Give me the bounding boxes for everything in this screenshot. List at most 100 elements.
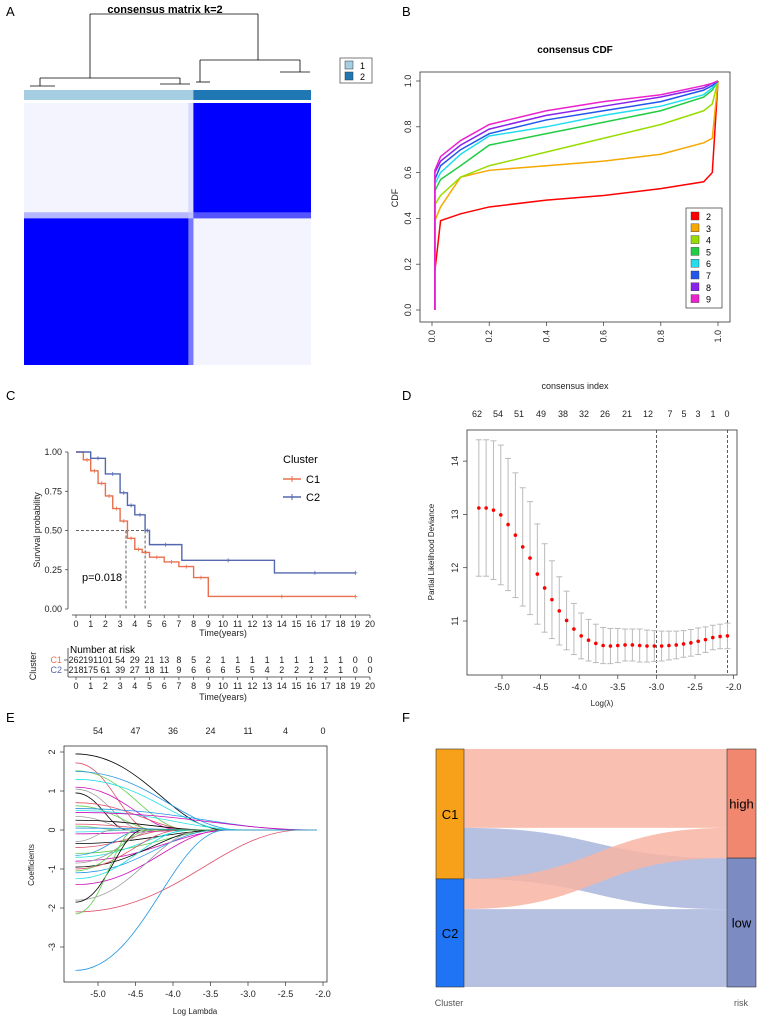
cdf-legend: 2 3 45 6 7 8 9 (690, 211, 711, 305)
risk-cell: 262 (68, 655, 83, 665)
km-xtick-label: 0 (73, 619, 78, 629)
risk-cell: 5 (191, 655, 196, 665)
cv-ytick-label: 11 (450, 616, 460, 625)
cv-point (725, 634, 730, 638)
km-xtick-label: 18 (336, 619, 346, 629)
censor-mark (85, 457, 90, 462)
km-xtick-label: 9 (206, 619, 211, 629)
risk-cell: 6 (206, 665, 211, 675)
consensus-matrix-panel: consensus matrix k=2 1 2 (24, 4, 373, 365)
sankey-node-c1 (435, 748, 465, 880)
cv-point (535, 572, 540, 576)
risk-xtick-label: 3 (118, 681, 123, 691)
cv-point (557, 609, 562, 613)
risk-xtick-label: 14 (277, 681, 287, 691)
heatmap-block-cluster-2 (193, 103, 311, 219)
risk-xtick-label: 20 (365, 681, 375, 691)
risk-cell: 0 (353, 655, 358, 665)
cdf-ytick-label: 0.2 (403, 258, 413, 271)
cv-point (659, 644, 664, 648)
km-xtick-label: 4 (132, 619, 137, 629)
risk-cell: 0 (353, 665, 358, 675)
cdf-ytick-label: 0.4 (403, 212, 413, 225)
cv-point (711, 635, 715, 640)
cv-point (491, 508, 496, 512)
coef-path (75, 771, 317, 831)
risk-cell: 9 (176, 665, 181, 675)
risk-xtick-label: 8 (191, 681, 196, 691)
km-xtick-label: 17 (321, 619, 331, 629)
risk-xtick-label: 17 (321, 681, 331, 691)
cdf-frame (419, 71, 731, 323)
risk-xtick-label: 11 (233, 681, 242, 691)
panel-label-c: C (6, 388, 15, 403)
heatmap-mixed-column (188, 103, 194, 365)
legend-label-2: 2 (360, 72, 365, 82)
risk-cell: 1 (338, 665, 343, 675)
km-xtick-label: 14 (277, 619, 287, 629)
risk-xtick-label: 6 (162, 681, 167, 691)
cdf-ytick-label: 0.6 (403, 166, 413, 179)
km-xtick-label: 19 (350, 619, 360, 629)
legend-label-1: 1 (360, 61, 365, 71)
risk-xtick-label: 10 (218, 681, 228, 691)
km-ytick-label: 0.50 (44, 526, 62, 536)
cv-point (667, 643, 671, 648)
km-xtick-label: 7 (176, 619, 181, 629)
risk-cell: 2 (294, 665, 299, 675)
km-xtick-label: 15 (291, 619, 301, 629)
censor-mark (226, 558, 231, 563)
coef-path (75, 829, 317, 880)
censor-mark (121, 490, 126, 495)
cdf-ytick-label: 1.0 (403, 75, 413, 88)
coef-path (75, 829, 317, 862)
risk-cell: 2 (279, 665, 284, 675)
censor-mark (136, 547, 141, 552)
cluster-bar-1 (24, 90, 194, 100)
risk-xtick-label: 18 (336, 681, 346, 691)
coef-path (75, 753, 317, 831)
km-ylabel: Survival probability (32, 492, 42, 568)
cv-ytick-label: 14 (450, 456, 460, 466)
cv-ytick-label: 13 (450, 509, 460, 519)
cv-deviance-panel: Partial Likelihood Deviance Log(λ) 11121… (427, 409, 741, 708)
cdf-title: consensus CDF (537, 45, 613, 56)
risk-xtick-label: 13 (262, 681, 272, 691)
censor-mark (353, 570, 358, 575)
censor-mark (99, 481, 104, 486)
cv-point (718, 634, 722, 639)
km-legend-label: C1 (306, 474, 320, 486)
cv-top-label: 62 (472, 409, 482, 419)
cv-point (674, 643, 679, 647)
p-value: p=0.018 (82, 572, 122, 584)
cv-point (594, 641, 598, 646)
risk-cell: 1 (220, 655, 225, 665)
coef-xtick-label: -3.5 (203, 989, 219, 999)
cv-point (608, 644, 613, 648)
cdf-line-k3 (434, 80, 719, 310)
consensus-matrix-title: consensus matrix k=2 (107, 4, 222, 16)
cdf-line-k6 (434, 80, 719, 310)
risk-cell: 1 (338, 655, 343, 665)
risk-table-xlabel: Time(years) (199, 692, 247, 702)
censor-mark (110, 471, 115, 476)
risk-cell: 54 (115, 655, 125, 665)
km-xtick-label: 3 (118, 619, 123, 629)
km-ytick-label: 0.00 (44, 604, 62, 614)
cv-top-label: 12 (643, 409, 653, 419)
km-plot: 0.000.250.500.751.000 1 2 3 4 5 6 7 8 9 10 11 12 13 14… (44, 447, 375, 629)
km-xtick-label: 20 (365, 619, 375, 629)
cdf-legend-swatch (690, 270, 700, 280)
cv-ylabel: Partial Likelihood Deviance (427, 503, 436, 600)
km-xtick-label: 8 (191, 619, 196, 629)
censor-mark (163, 542, 168, 547)
risk-table: C1 262 191 101 54 29 21 13 8 5 2 1 1 1 1 1 1 1 1 1 0 0C2 218 17… (50, 648, 375, 691)
cdf-legend-label: 6 (706, 259, 711, 269)
cdf-legend-label: 8 (706, 283, 711, 293)
risk-cell: 27 (130, 665, 140, 675)
cv-top-label: 54 (493, 409, 503, 419)
cv-point (513, 533, 518, 537)
censor-mark (137, 512, 142, 517)
